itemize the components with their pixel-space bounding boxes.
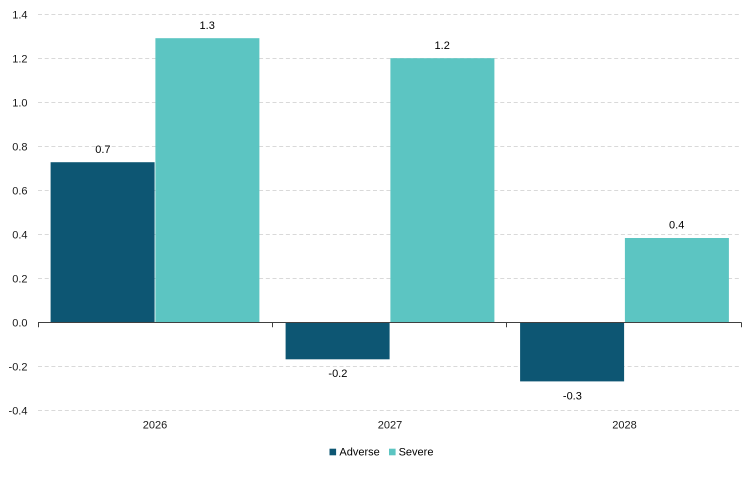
svg-text:0.4: 0.4 — [669, 220, 684, 232]
svg-text:Adverse: Adverse — [339, 447, 379, 459]
svg-text:1.3: 1.3 — [200, 20, 215, 32]
svg-text:0.8: 0.8 — [12, 142, 27, 154]
svg-text:0.0: 0.0 — [12, 318, 27, 330]
svg-text:-0.2: -0.2 — [328, 368, 347, 380]
svg-text:2026: 2026 — [143, 420, 167, 432]
svg-text:0.7: 0.7 — [95, 144, 110, 156]
svg-text:-0.2: -0.2 — [9, 362, 28, 374]
svg-text:1.4: 1.4 — [12, 10, 27, 22]
svg-text:0.4: 0.4 — [12, 230, 27, 242]
svg-text:-0.4: -0.4 — [9, 406, 28, 418]
svg-text:1.2: 1.2 — [435, 40, 450, 52]
svg-text:-0.3: -0.3 — [563, 390, 582, 402]
svg-text:0.6: 0.6 — [12, 186, 27, 198]
svg-text:2027: 2027 — [378, 420, 402, 432]
svg-text:Severe: Severe — [399, 447, 434, 459]
svg-text:1.2: 1.2 — [12, 54, 27, 66]
svg-text:1.0: 1.0 — [12, 98, 27, 110]
svg-text:0.2: 0.2 — [12, 274, 27, 286]
svg-text:2028: 2028 — [612, 420, 636, 432]
